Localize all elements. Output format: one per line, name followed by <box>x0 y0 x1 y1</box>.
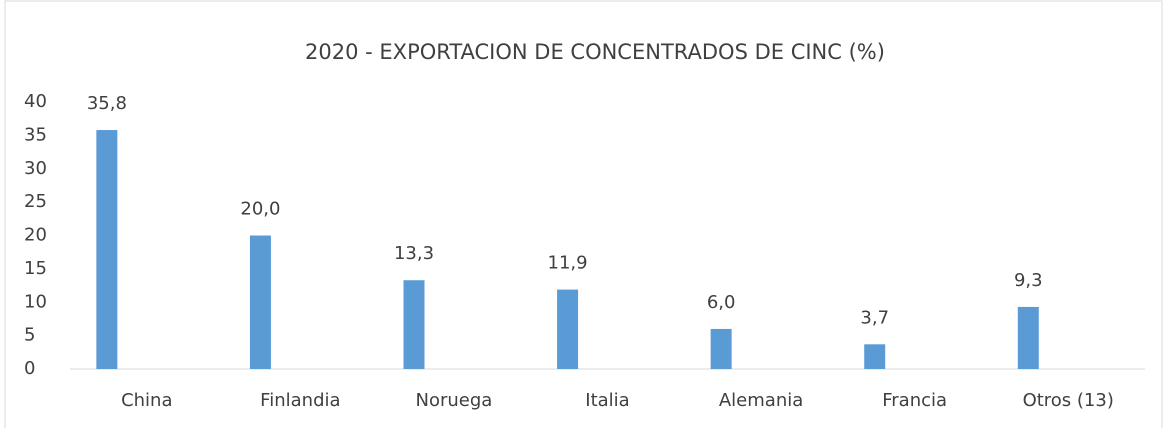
y-tick-label: 20 <box>24 225 47 246</box>
y-tick-label: 15 <box>24 258 47 279</box>
x-tick-label: Italia <box>585 390 629 411</box>
data-label: 35,8 <box>87 93 127 114</box>
y-tick-label: 10 <box>24 291 47 312</box>
chart-border <box>4 0 1163 428</box>
bar <box>249 235 271 369</box>
x-tick-label: China <box>121 390 172 411</box>
y-tick-label: 35 <box>24 124 47 145</box>
y-tick-label: 25 <box>24 191 47 212</box>
y-tick-label: 5 <box>24 325 35 346</box>
data-label: 3,7 <box>860 307 889 328</box>
x-tick-label: Alemania <box>719 390 803 411</box>
data-label: 9,3 <box>1014 270 1043 291</box>
data-label: 13,3 <box>394 243 434 264</box>
y-tick-label: 0 <box>24 358 35 379</box>
bar <box>403 280 425 369</box>
data-label: 6,0 <box>707 292 736 313</box>
y-tick-label: 40 <box>24 91 47 112</box>
chart-title: 2020 - EXPORTACION DE CONCENTRADOS DE CI… <box>305 40 885 64</box>
bar <box>96 130 118 369</box>
x-tick-label: Otros (13) <box>1023 390 1114 411</box>
bar <box>1017 306 1039 369</box>
x-tick-label: Finlandia <box>260 390 340 411</box>
x-tick-label: Noruega <box>416 390 493 411</box>
data-label: 20,0 <box>240 199 280 220</box>
bar <box>557 289 579 369</box>
bar <box>710 328 732 369</box>
y-tick-label: 30 <box>24 158 47 179</box>
data-label: 11,9 <box>548 253 588 274</box>
x-tick-label: Francia <box>882 390 947 411</box>
bar <box>864 344 886 369</box>
